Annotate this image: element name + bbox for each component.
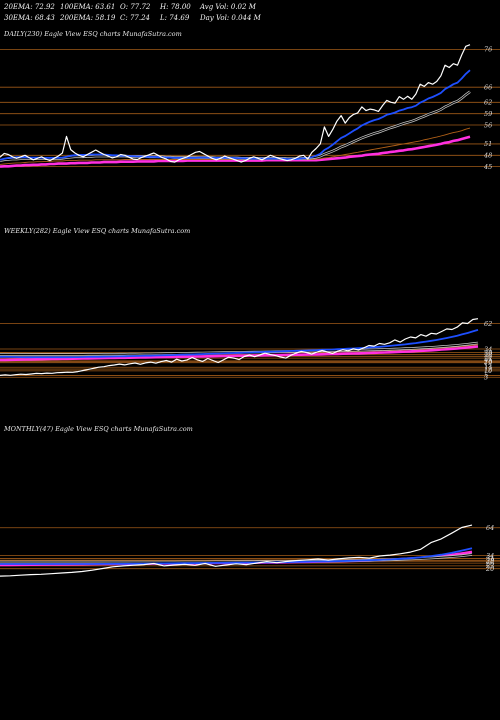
y-tick-label: 26	[485, 559, 494, 567]
y-tick-label: 76	[484, 46, 492, 54]
y-tick-label: 30	[484, 349, 492, 357]
ema100-text: 100EMA: 63.61	[60, 3, 115, 11]
y-tick-label: 5	[484, 372, 488, 380]
y-tick-label: 51	[484, 140, 492, 148]
y-tick-label: 62	[484, 99, 492, 107]
ema200-text: 200EMA: 58.19	[59, 14, 116, 22]
header-stats: 20EMA: 72.92 100EMA: 63.61 O: 77.72 H: 7…	[3, 3, 262, 22]
y-tick-label: 28	[485, 558, 494, 566]
price-line	[0, 524, 473, 577]
low-text: L: 74.69	[159, 14, 190, 22]
y-tick-label: 29	[485, 557, 494, 565]
close-text: C: 77.24	[120, 14, 150, 22]
price-line	[0, 44, 471, 163]
y-tick-label: 59	[484, 110, 492, 118]
y-tick-label: 3	[484, 374, 488, 382]
y-tick-label: 45	[483, 163, 492, 171]
y-tick-label: 48	[483, 152, 492, 160]
ema20-text: 20EMA: 72.92	[3, 3, 55, 11]
y-tick-label: 10	[484, 367, 492, 375]
y-tick-label: 23	[485, 562, 494, 570]
open-text: O: 77.72	[120, 3, 151, 11]
y-tick-label: 34	[484, 345, 492, 353]
monthly-panel-label: MONTHLY(47) Eagle View ESQ charts Munafa…	[3, 425, 193, 433]
y-tick-label: 34	[486, 552, 494, 560]
ema30-text: 30EMA: 68.43	[4, 14, 55, 22]
y-tick-label: 14	[484, 364, 492, 372]
y-tick-label: 64	[486, 524, 494, 532]
y-tick-label: 66	[484, 83, 492, 91]
dayvol-text: Day Vol: 0.044 M	[199, 14, 262, 22]
price-line	[0, 318, 479, 376]
y-tick-label: 24	[483, 354, 492, 362]
y-tick-label: 28	[483, 351, 492, 359]
daily-panel-label: DAILY(230) Eagle View ESQ charts MunafaS…	[3, 30, 182, 38]
y-tick-label: 20	[485, 565, 494, 573]
ema-magenta-line	[0, 345, 479, 362]
y-tick-label: 26	[483, 353, 492, 361]
ema-blue-line	[0, 547, 473, 565]
daily-panel: 76 66 62 59 56 51 48 45	[0, 44, 500, 171]
ema-magenta-line	[0, 135, 471, 168]
y-tick-label: 19	[484, 359, 492, 367]
y-tick-label: 21	[483, 357, 492, 365]
avgvol-text: Avg Vol: 0.02 M	[199, 3, 257, 11]
high-text: H: 78.00	[159, 3, 191, 11]
y-tick-label: 31	[486, 555, 494, 563]
y-tick-label: 62	[484, 320, 492, 328]
weekly-panel-label: WEEKLY(282) Eagle View ESQ charts Munafa…	[4, 227, 190, 235]
ema-blue-line	[0, 329, 479, 359]
y-tick-label: 12	[484, 365, 492, 373]
ema-blue-line	[0, 69, 471, 161]
y-tick-label: 56	[484, 121, 492, 129]
y-tick-label: 20	[483, 358, 492, 366]
